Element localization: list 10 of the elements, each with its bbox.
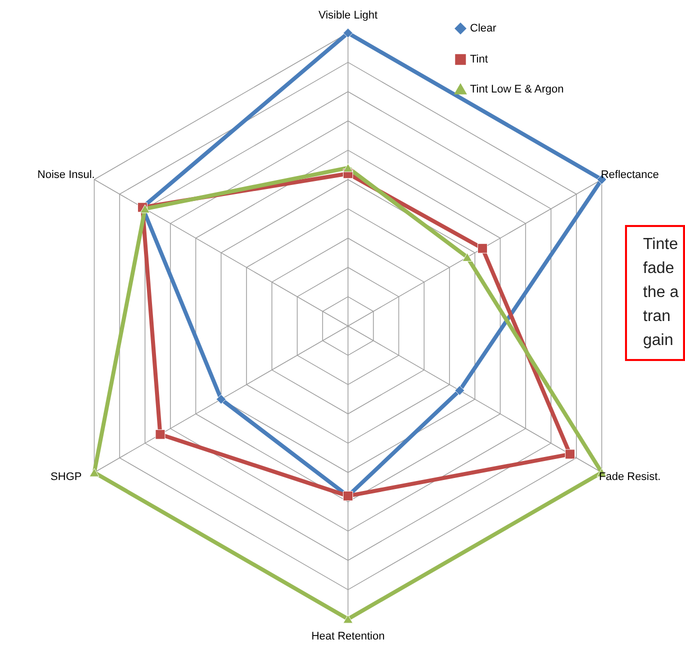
legend-label: Clear — [470, 22, 497, 34]
spoke-label: Fade Resist. — [598, 470, 661, 483]
spoke-label: Noise Insul. — [37, 169, 95, 182]
spoke-label: Heat Retention — [311, 630, 385, 643]
legend-label: Tint — [470, 54, 488, 66]
spoke-label: SHGP — [50, 470, 82, 483]
spoke-label: Reflectance — [600, 169, 659, 182]
legend-label: Tint Low E & Argon — [470, 84, 564, 96]
text: Tinte fade the a tran gain — [625, 225, 685, 361]
spoke-label: Visible Light — [318, 9, 378, 22]
